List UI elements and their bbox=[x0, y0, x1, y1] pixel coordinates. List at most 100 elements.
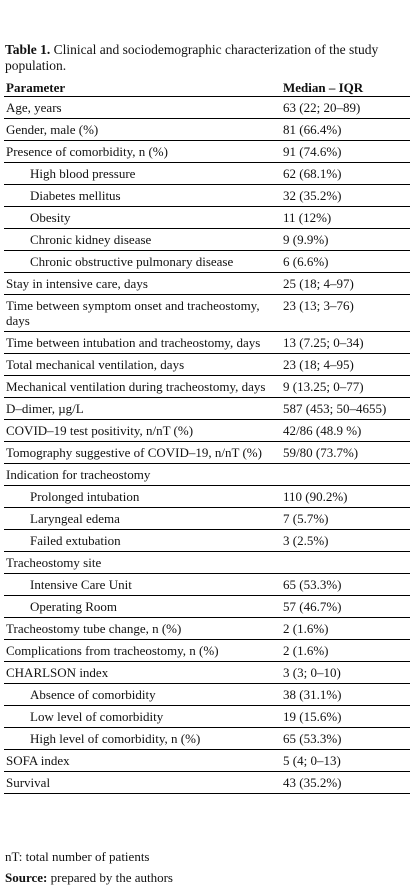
parameter-cell: Survival bbox=[4, 771, 277, 794]
value-cell: 3 (3; 0–10) bbox=[277, 661, 410, 684]
table-row: D–dimer, µg/L 587 (453; 50–4655) bbox=[4, 397, 410, 420]
table-row: Obesity 11 (12%) bbox=[4, 206, 410, 229]
source: Source: prepared by the authors bbox=[5, 870, 173, 886]
table-row: Gender, male (%) 81 (66.4%) bbox=[4, 118, 410, 141]
value-cell: 6 (6.6%) bbox=[277, 250, 410, 273]
value-cell: 2 (1.6%) bbox=[277, 639, 410, 662]
parameter-cell: Total mechanical ventilation, days bbox=[4, 353, 277, 376]
header-row: Parameter Median – IQR bbox=[4, 79, 410, 97]
parameter-cell: Tracheostomy site bbox=[4, 551, 277, 574]
footnote: nT: total number of patients bbox=[5, 849, 150, 864]
parameter-cell: Operating Room bbox=[4, 595, 277, 618]
table-row: Operating Room 57 (46.7%) bbox=[4, 595, 410, 618]
table-row: Time between intubation and tracheostomy… bbox=[4, 331, 410, 354]
parameter-cell: COVID–19 test positivity, n/nT (%) bbox=[4, 419, 277, 442]
value-cell: 110 (90.2%) bbox=[277, 485, 410, 508]
table-row: Absence of comorbidity 38 (31.1%) bbox=[4, 683, 410, 706]
value-cell bbox=[277, 551, 410, 574]
value-cell: 9 (9.9%) bbox=[277, 228, 410, 251]
value-cell: 42/86 (48.9 %) bbox=[277, 419, 410, 442]
table-row: SOFA index 5 (4; 0–13) bbox=[4, 749, 410, 772]
table-row: Diabetes mellitus 32 (35.2%) bbox=[4, 184, 410, 207]
parameter-cell: Gender, male (%) bbox=[4, 118, 277, 141]
parameter-cell: Presence of comorbidity, n (%) bbox=[4, 140, 277, 163]
table-row: Tracheostomy site bbox=[4, 551, 410, 574]
value-cell: 91 (74.6%) bbox=[277, 140, 410, 163]
parameter-cell: High blood pressure bbox=[4, 162, 277, 185]
value-cell: 65 (53.3%) bbox=[277, 573, 410, 596]
parameter-cell: Time between intubation and tracheostomy… bbox=[4, 331, 277, 354]
source-text: prepared by the authors bbox=[50, 870, 173, 885]
table-row: Mechanical ventilation during tracheosto… bbox=[4, 375, 410, 398]
parameter-cell: Laryngeal edema bbox=[4, 507, 277, 530]
table-row: Failed extubation 3 (2.5%) bbox=[4, 529, 410, 552]
parameter-cell: Time between symptom onset and tracheost… bbox=[4, 294, 277, 332]
table-row: Stay in intensive care, days 25 (18; 4–97… bbox=[4, 272, 410, 295]
table-row: Tomography suggestive of COVID–19, n/nT … bbox=[4, 441, 410, 464]
source-label: Source: bbox=[5, 870, 48, 885]
value-cell: 19 (15.6%) bbox=[277, 705, 410, 728]
value-cell: 25 (18; 4–97) bbox=[277, 272, 410, 295]
value-cell: 43 (35.2%) bbox=[277, 771, 410, 794]
value-cell: 587 (453; 50–4655) bbox=[277, 397, 410, 420]
value-cell: 32 (35.2%) bbox=[277, 184, 410, 207]
parameter-cell: High level of comorbidity, n (%) bbox=[4, 727, 277, 750]
value-cell: 38 (31.1%) bbox=[277, 683, 410, 706]
value-cell: 7 (5.7%) bbox=[277, 507, 410, 530]
table-row: Prolonged intubation 110 (90.2%) bbox=[4, 485, 410, 508]
caption-label: Table 1. bbox=[5, 42, 51, 57]
table-row: COVID–19 test positivity, n/nT (%) 42/86 … bbox=[4, 419, 410, 442]
table-row: Time between symptom onset and tracheost… bbox=[4, 294, 410, 332]
table-row: Chronic kidney disease 9 (9.9%) bbox=[4, 228, 410, 251]
parameter-cell: CHARLSON index bbox=[4, 661, 277, 684]
value-cell: 13 (7.25; 0–34) bbox=[277, 331, 410, 354]
table-row: Laryngeal edema 7 (5.7%) bbox=[4, 507, 410, 530]
value-cell: 23 (18; 4–95) bbox=[277, 353, 410, 376]
parameter-cell: Mechanical ventilation during tracheosto… bbox=[4, 375, 277, 398]
parameter-cell: Tracheostomy tube change, n (%) bbox=[4, 617, 277, 640]
table-caption: Table 1. Clinical and sociodemographic c… bbox=[5, 42, 409, 74]
header-cell: Parameter bbox=[4, 79, 277, 97]
table-row: Complications from tracheostomy, n (%) 2 … bbox=[4, 639, 410, 662]
table-row: Age, years 63 (22; 20–89) bbox=[4, 96, 410, 119]
table-row: Total mechanical ventilation, days 23 (18… bbox=[4, 353, 410, 376]
value-cell: 59/80 (73.7%) bbox=[277, 441, 410, 464]
parameter-cell: Stay in intensive care, days bbox=[4, 272, 277, 295]
table-row: Presence of comorbidity, n (%) 91 (74.6%) bbox=[4, 140, 410, 163]
parameter-cell: Prolonged intubation bbox=[4, 485, 277, 508]
value-cell: 65 (53.3%) bbox=[277, 727, 410, 750]
table-row: Survival 43 (35.2%) bbox=[4, 771, 410, 794]
table-row: CHARLSON index 3 (3; 0–10) bbox=[4, 661, 410, 684]
value-cell: 11 (12%) bbox=[277, 206, 410, 229]
value-cell: 23 (13; 3–76) bbox=[277, 294, 410, 332]
value-cell: 3 (2.5%) bbox=[277, 529, 410, 552]
table-row: Intensive Care Unit 65 (53.3%) bbox=[4, 573, 410, 596]
header-cell: Median – IQR bbox=[277, 79, 410, 97]
table-row: High blood pressure 62 (68.1%) bbox=[4, 162, 410, 185]
parameter-cell: Obesity bbox=[4, 206, 277, 229]
value-cell: 63 (22; 20–89) bbox=[277, 96, 410, 119]
parameter-cell: Failed extubation bbox=[4, 529, 277, 552]
value-cell: 62 (68.1%) bbox=[277, 162, 410, 185]
parameter-cell: Tomography suggestive of COVID–19, n/nT … bbox=[4, 441, 277, 464]
parameter-cell: Chronic obstructive pulmonary disease bbox=[4, 250, 277, 273]
table: Parameter Median – IQR Age, years 63 (22;… bbox=[4, 79, 410, 794]
value-cell: 9 (13.25; 0–77) bbox=[277, 375, 410, 398]
parameter-cell: Complications from tracheostomy, n (%) bbox=[4, 639, 277, 662]
parameter-cell: Low level of comorbidity bbox=[4, 705, 277, 728]
parameter-cell: Age, years bbox=[4, 96, 277, 119]
parameter-cell: SOFA index bbox=[4, 749, 277, 772]
table-row: High level of comorbidity, n (%) 65 (53.3… bbox=[4, 727, 410, 750]
parameter-cell: D–dimer, µg/L bbox=[4, 397, 277, 420]
value-cell: 81 (66.4%) bbox=[277, 118, 410, 141]
parameter-cell: Intensive Care Unit bbox=[4, 573, 277, 596]
parameter-cell: Chronic kidney disease bbox=[4, 228, 277, 251]
table-row: Tracheostomy tube change, n (%) 2 (1.6%) bbox=[4, 617, 410, 640]
table-row: Indication for tracheostomy bbox=[4, 463, 410, 486]
value-cell: 57 (46.7%) bbox=[277, 595, 410, 618]
caption-text: Clinical and sociodemographic characteri… bbox=[5, 42, 379, 73]
table-row: Chronic obstructive pulmonary disease 6 (… bbox=[4, 250, 410, 273]
value-cell: 2 (1.6%) bbox=[277, 617, 410, 640]
value-cell bbox=[277, 463, 410, 486]
